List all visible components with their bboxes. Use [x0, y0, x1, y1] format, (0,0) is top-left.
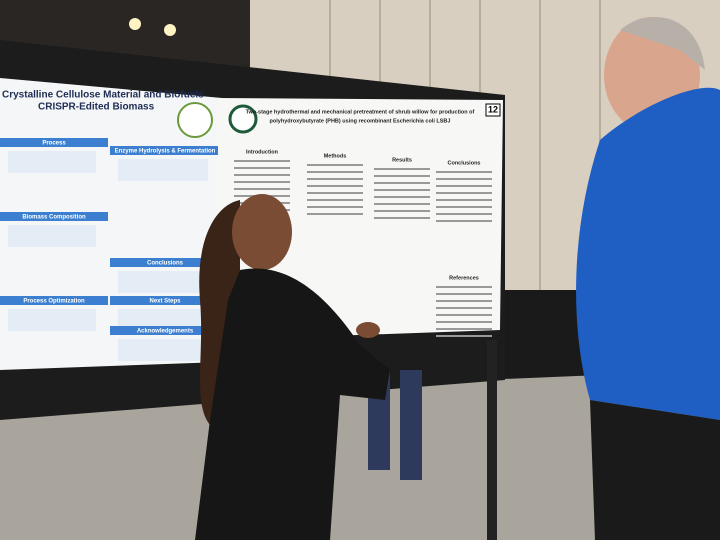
body-text — [307, 199, 363, 201]
section-header-bar — [0, 296, 108, 305]
left-poster-title: Crystalline Cellulose Material and Biofu… — [2, 90, 204, 101]
section-header: Next Steps — [149, 299, 181, 305]
section-header: Introduction — [246, 149, 279, 155]
light — [129, 18, 141, 30]
body-text — [436, 213, 492, 215]
body-text — [436, 293, 492, 295]
section-header-bar — [110, 258, 220, 267]
body-text — [436, 178, 492, 180]
board-leg — [487, 340, 497, 540]
figure — [118, 309, 208, 331]
section-header: Process — [42, 141, 66, 147]
body-text — [374, 175, 430, 177]
section-header: Process Optimization — [23, 299, 85, 305]
body-text — [234, 174, 290, 176]
body-text — [307, 192, 363, 194]
figure — [118, 159, 208, 181]
trousers — [590, 400, 720, 540]
right-poster-title: Two-stage hydrothermal and mechanical pr… — [246, 109, 475, 115]
left-poster-sections: Process Enzyme Hydrolysis & Fermentation B… — [0, 138, 220, 361]
figure — [118, 271, 208, 293]
left-poster-title: CRISPR-Edited Biomass — [38, 102, 155, 113]
figure — [118, 339, 208, 361]
section-header-bar — [110, 146, 220, 155]
body-text — [436, 328, 492, 330]
section-header: Biomass Composition — [22, 215, 86, 221]
figure — [8, 151, 96, 173]
body-text — [374, 203, 430, 205]
body-text — [436, 314, 492, 316]
shirt — [576, 87, 720, 421]
body-text — [436, 185, 492, 187]
number-tag — [485, 103, 501, 117]
body-text — [436, 206, 492, 208]
jacket — [195, 268, 390, 540]
section-header: References — [449, 275, 479, 281]
floor — [0, 370, 720, 540]
body-text — [374, 217, 430, 219]
hair — [620, 17, 705, 70]
body-text — [234, 167, 290, 169]
light — [164, 24, 176, 36]
face — [232, 194, 292, 270]
body-text — [307, 206, 363, 208]
poster-number: 12 — [488, 104, 498, 114]
body-text — [374, 168, 430, 170]
section-header-bar — [110, 296, 220, 305]
body-text — [307, 171, 363, 173]
body-text — [436, 192, 492, 194]
right-poster-title: polyhydroxybutyrate (PHB) using recombin… — [270, 118, 451, 124]
body-text — [436, 199, 492, 201]
body-text — [307, 164, 363, 166]
body-text — [307, 213, 363, 215]
body-text — [436, 171, 492, 173]
section-header: Enzyme Hydrolysis & Fermentation — [115, 149, 216, 155]
section-header: Acknowledgements — [137, 329, 194, 335]
section-header: Conclusions — [447, 160, 480, 166]
logo — [177, 102, 213, 138]
section-header: Methods — [324, 153, 347, 159]
body-text — [436, 307, 492, 309]
figure — [8, 309, 96, 331]
body-text — [374, 210, 430, 212]
body-text — [436, 220, 492, 222]
figure — [8, 225, 96, 247]
section-header-bar — [0, 138, 108, 147]
body-text — [374, 182, 430, 184]
body-text — [374, 196, 430, 198]
body-text — [436, 321, 492, 323]
body-text — [436, 286, 492, 288]
body-text — [436, 335, 492, 337]
body-text — [307, 178, 363, 180]
section-header-bar — [110, 326, 220, 335]
body-text — [234, 181, 290, 183]
logo — [228, 104, 258, 134]
body-text — [234, 188, 290, 190]
person-leg — [400, 370, 422, 480]
body-text — [307, 185, 363, 187]
right-poster-sections: Introduction Methods Results Conclusions Ref… — [234, 149, 492, 337]
hand — [356, 322, 380, 338]
body-text — [374, 189, 430, 191]
body-text — [436, 300, 492, 302]
section-header: Conclusions — [147, 261, 184, 267]
section-header: Results — [392, 157, 412, 163]
body-text — [234, 160, 290, 162]
section-header-bar — [0, 212, 108, 221]
